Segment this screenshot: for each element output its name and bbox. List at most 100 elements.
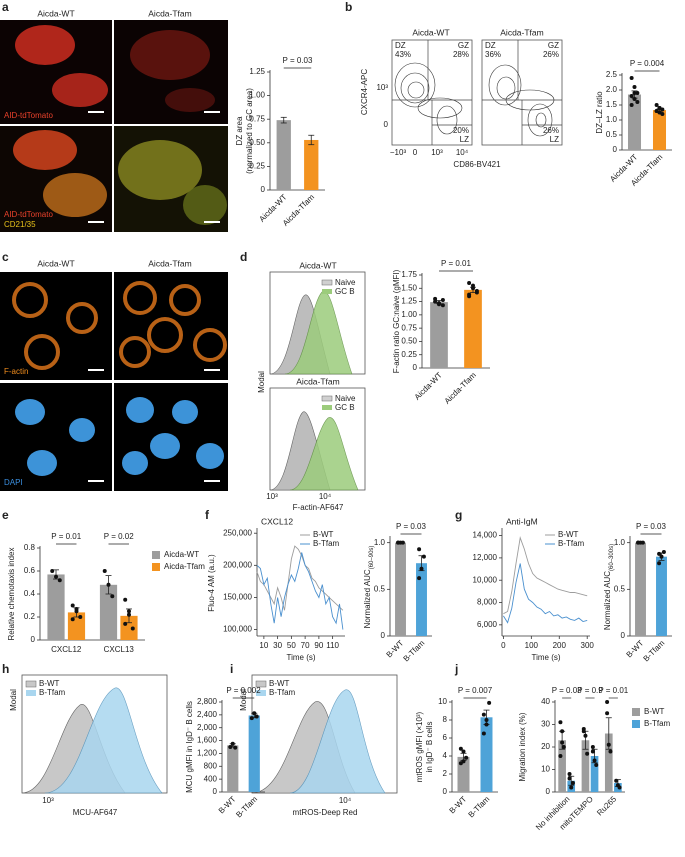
stain-blob [52, 73, 108, 107]
y-tick-label: 2 [443, 769, 448, 778]
data-point [481, 731, 486, 736]
data-point [657, 561, 662, 566]
data-point [106, 582, 111, 587]
data-point [561, 745, 566, 749]
bar [581, 740, 590, 792]
y-axis-label: F-actin ratio GC:naive (gMFI) [392, 269, 401, 373]
data-point [440, 297, 445, 302]
panel-label: e [2, 508, 9, 522]
x-axis-label: Time (s) [286, 653, 315, 662]
y-axis-label-text: in IgD⁻ B cells [425, 722, 434, 773]
data-point [471, 283, 475, 288]
legend-swatch [152, 551, 160, 559]
bar [304, 139, 319, 190]
data-point [608, 749, 613, 754]
axis-tick-label: 0 [384, 120, 389, 129]
y-axis-label-text: Fluo-4 AM (a.u.) [207, 554, 216, 612]
axis-tick-label: 10³ [42, 796, 54, 805]
data-point [560, 729, 565, 734]
legend-label: B-WT [269, 679, 290, 688]
bar [652, 110, 667, 150]
flow-plots: Aicda-WT Aicda-Tfam DZ 43% GZ 28% 20% LZ… [360, 27, 563, 169]
x-tick-label: 110 [326, 641, 339, 650]
data-point [487, 700, 492, 705]
y-tick-label: 400 [204, 774, 218, 783]
gate-value: 26% [543, 50, 559, 59]
y-tick-label: 250,000 [223, 528, 252, 537]
micrograph [114, 272, 228, 380]
y-axis-label: in IgD⁻ B cells [425, 722, 434, 773]
data-point [484, 722, 489, 727]
data-point [659, 554, 664, 559]
legend-label: Naive [335, 394, 356, 403]
data-point [614, 778, 619, 783]
stain-label: F-actin [4, 367, 28, 376]
legend-swatch [632, 720, 640, 728]
data-point [102, 569, 107, 573]
data-point [629, 76, 634, 80]
y-tick-label: 0.25 [249, 162, 265, 171]
error-bar [308, 134, 315, 146]
data-point [581, 729, 586, 734]
y-tick-label: 8 [443, 715, 448, 724]
y-tick-label: 1.0 [606, 115, 618, 124]
legend-label: Naive [335, 278, 356, 287]
y-tick-label: 0 [261, 185, 266, 194]
data-point [635, 100, 640, 104]
stain-blob [118, 140, 202, 200]
data-point [417, 576, 422, 581]
bar [227, 745, 239, 792]
x-tick-label: B-Tfam [641, 638, 666, 663]
histograms: Aicda-WT Naive GC B Aicda-Tfam Naive GC … [257, 260, 366, 512]
p-value: P = 0.002 [226, 686, 261, 695]
axis-tick-label: 10⁴ [339, 796, 352, 805]
axis-label: CD86-BV421 [453, 160, 501, 169]
y-tick-label: 0 [621, 631, 626, 640]
y-tick-label: 0 [381, 631, 386, 640]
p-value: P = 0.02 [104, 532, 134, 541]
data-point [660, 112, 665, 116]
y-axis-label: Normalized AUC(60–300s) [603, 544, 614, 630]
axis-tick-label: 0 [413, 148, 418, 157]
gate-label: DZ [485, 41, 496, 50]
plot-title: Aicda-WT [299, 260, 336, 270]
data-point [461, 759, 466, 764]
y-tick-label: 10 [438, 697, 447, 706]
stain-blob [183, 185, 227, 225]
data-point [419, 566, 424, 571]
legend-label: B-Tfam [39, 688, 66, 697]
y-tick-label: 0 [213, 787, 218, 796]
x-tick-label: Aicda-Tfam [443, 370, 479, 406]
panel-label: i [230, 662, 233, 676]
data-point [440, 303, 445, 308]
y-tick-label: 8,000 [477, 598, 498, 607]
y-axis-label-text: Normalized AUC [603, 571, 612, 630]
y-tick-label: 800 [204, 761, 218, 770]
y-axis-label-text: mtROS gMFI (×10³) [415, 711, 424, 782]
stain-label: CD21/35 [4, 220, 36, 229]
x-tick-label: 10 [259, 641, 268, 650]
data-point [70, 617, 75, 622]
bar [635, 542, 646, 636]
y-tick-label: 6,000 [477, 620, 498, 629]
series-line [256, 552, 344, 630]
data-point [661, 550, 666, 554]
data-point [123, 597, 128, 602]
y-tick-label: 6 [443, 733, 448, 742]
micrograph-group: Aicda-WT Aicda-Tfam AID-tdTomato AID-tdT… [0, 8, 228, 232]
axis-tick-label: −10³ [390, 148, 407, 157]
bar [395, 542, 406, 636]
axis-label: mtROS-Deep Red [293, 808, 358, 817]
y-axis-label-text: MCU gMFI in IgD⁻ B cells [185, 701, 194, 793]
data-point [567, 772, 572, 776]
bar [627, 94, 642, 150]
y-axis-label-text: DZ–LZ ratio [595, 91, 604, 134]
data-point [249, 716, 254, 721]
y-axis-label-text: Relative chemotaxis index [7, 548, 16, 641]
micrograph-group: Aicda-WT Aicda-Tfam F-actin DAPI [0, 258, 228, 491]
x-tick-label: 200 [553, 641, 567, 650]
y-tick-label: 0.6 [24, 566, 36, 575]
p-value: P = 0.01 [441, 259, 471, 268]
axis-label: CXCR4-APC [360, 69, 369, 115]
data-point [657, 551, 662, 556]
